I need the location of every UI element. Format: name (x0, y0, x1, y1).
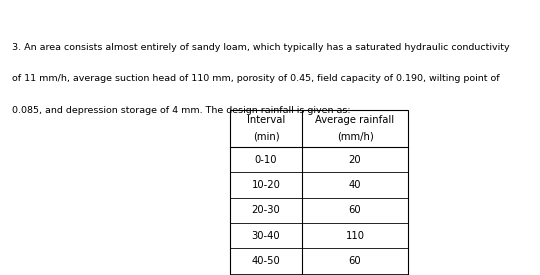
Text: (mm/h): (mm/h) (336, 132, 374, 142)
Text: 40: 40 (349, 180, 361, 190)
Text: 40-50: 40-50 (252, 256, 280, 266)
Text: 0-10: 0-10 (255, 155, 277, 165)
Text: 0.085, and depression storage of 4 mm. The design rainfall is given as:: 0.085, and depression storage of 4 mm. T… (12, 106, 350, 115)
Text: of 11 mm/h, average suction head of 110 mm, porosity of 0.45, field capacity of : of 11 mm/h, average suction head of 110 … (12, 74, 500, 83)
Text: Average rainfall: Average rainfall (315, 116, 395, 125)
Text: 110: 110 (346, 231, 365, 241)
Text: 60: 60 (349, 256, 361, 266)
Text: 10-20: 10-20 (252, 180, 280, 190)
Text: 20-30: 20-30 (252, 205, 280, 215)
Text: 20: 20 (349, 155, 361, 165)
Text: 60: 60 (349, 205, 361, 215)
Text: Interval: Interval (247, 116, 285, 125)
Bar (230, 110, 408, 275)
Text: (min): (min) (253, 132, 279, 142)
Text: 3. An area consists almost entirely of sandy loam, which typically has a saturat: 3. An area consists almost entirely of s… (12, 43, 510, 52)
Text: 30-40: 30-40 (252, 231, 280, 241)
